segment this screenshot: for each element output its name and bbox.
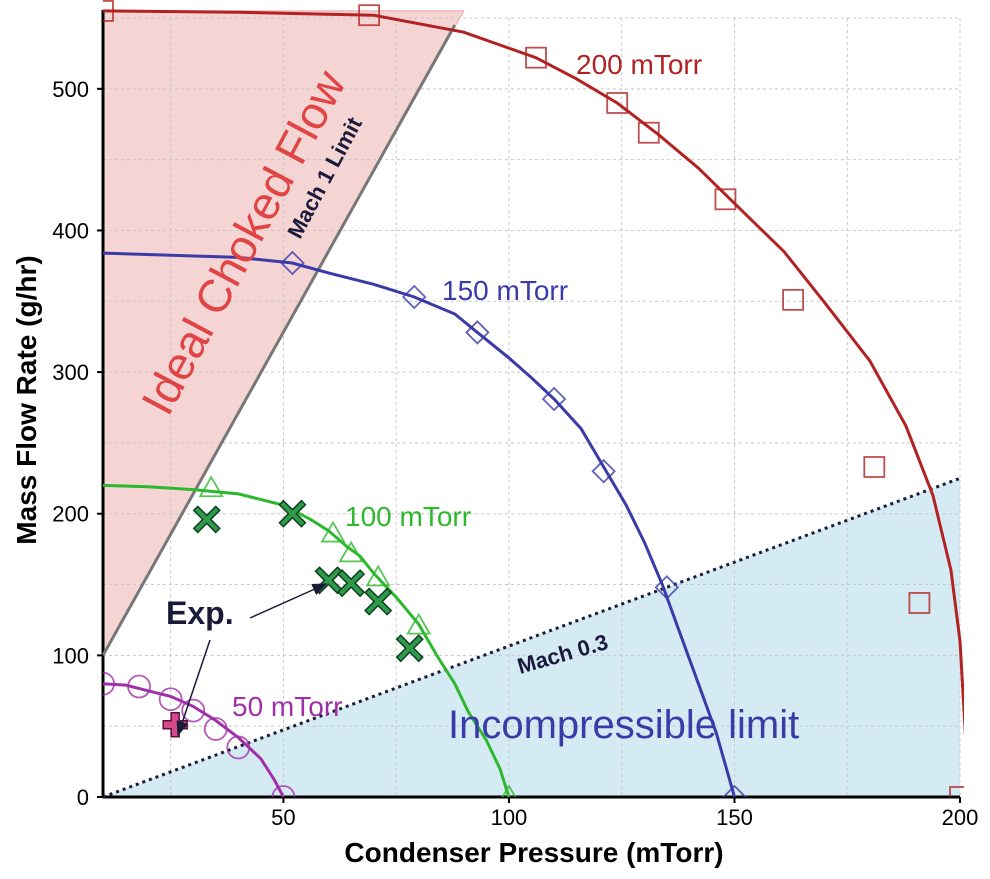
diamond-marker [280, 250, 305, 276]
x-tick-label: 100 [491, 805, 528, 830]
exp-x-marker [337, 569, 366, 598]
series-line [103, 9, 964, 737]
x-tick-label: 150 [716, 805, 753, 830]
diamond-marker [654, 575, 680, 600]
exp-x-marker [278, 499, 307, 528]
exp-x-shape [314, 566, 343, 595]
triangle-marker [365, 564, 391, 587]
circle-marker [271, 785, 296, 797]
y-tick-label: 200 [52, 502, 89, 527]
y-tick-label: 0 [77, 785, 89, 810]
series-line [103, 251, 736, 797]
exp-x-shape [364, 587, 393, 616]
exp-arrow-line [176, 639, 211, 737]
series-label: 200 mTorr [576, 49, 702, 80]
exp-arrow-line [249, 583, 328, 619]
diamond-marker [401, 284, 427, 310]
circle-marker [226, 735, 251, 760]
series-label: 150 mTorr [442, 275, 568, 306]
circle-marker [181, 698, 206, 723]
triangle-marker [338, 540, 364, 563]
series-line [103, 483, 511, 797]
exp-x-shape [278, 499, 307, 528]
triangle-marker [501, 784, 517, 797]
square-marker [525, 46, 547, 69]
square-marker [714, 188, 737, 211]
square-marker [103, 0, 114, 22]
square-marker [358, 4, 381, 27]
series-label: 50 mTorr [232, 691, 342, 722]
square-marker [637, 121, 660, 144]
y-tick-label: 400 [52, 218, 89, 243]
exp-arrows [176, 583, 328, 737]
square-marker [949, 786, 964, 797]
y-tick-label: 300 [52, 360, 89, 385]
diamond-marker [465, 320, 490, 345]
exp-x-shape [395, 634, 424, 663]
series-0 [103, 0, 964, 797]
triangle-marker [320, 520, 346, 543]
x-tick-label: 200 [942, 805, 979, 830]
exp-x-marker [314, 566, 343, 595]
exp-x-shape [337, 569, 366, 598]
square-marker [782, 288, 805, 311]
mach-0-3-limit-line [102, 476, 961, 799]
diamond-marker [591, 458, 616, 484]
square-marker [863, 456, 886, 478]
exp-x-marker [192, 505, 221, 534]
square-marker [908, 592, 931, 614]
series-label: 100 mTorr [345, 501, 471, 532]
exp-x-marker [395, 634, 424, 663]
circle-marker [158, 687, 183, 712]
diamond-marker [541, 386, 567, 412]
exp-x-shape [192, 505, 221, 534]
exp-x-marker [364, 587, 393, 616]
series-2 [103, 475, 517, 797]
y-tick-label: 500 [52, 77, 89, 102]
exp-label: Exp. [166, 595, 234, 631]
y-tick-label: 100 [52, 643, 89, 668]
series-1 [103, 250, 747, 797]
circle-marker [127, 674, 151, 699]
circle-marker [103, 671, 115, 696]
y-axis-title: Mass Flow Rate (g/hr) [11, 255, 42, 544]
diamond-marker [722, 784, 747, 797]
circle-marker [203, 717, 228, 741]
square-marker [606, 92, 629, 114]
triangle-marker [198, 475, 224, 498]
series-3 [103, 671, 296, 797]
mach-1-limit-line [101, 24, 457, 657]
triangle-marker [406, 612, 432, 635]
x-axis-title: Condenser Pressure (mTorr) [344, 837, 723, 868]
incompressible-label: Incompressible limit [448, 703, 799, 747]
x-tick-label: 50 [271, 805, 295, 830]
